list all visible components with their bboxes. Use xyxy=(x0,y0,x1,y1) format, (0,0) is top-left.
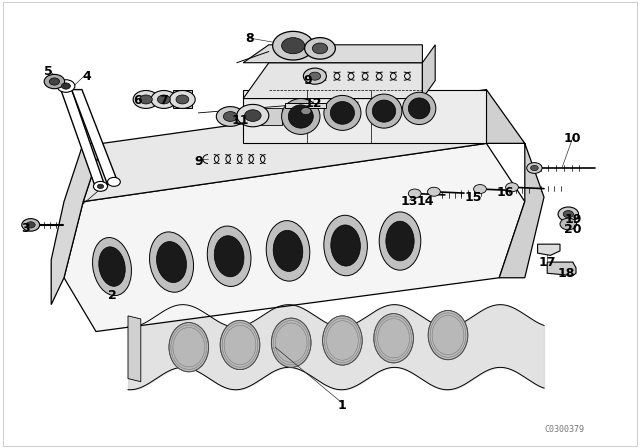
Circle shape xyxy=(560,218,577,230)
Ellipse shape xyxy=(214,236,244,277)
Ellipse shape xyxy=(169,323,209,372)
Ellipse shape xyxy=(150,232,193,292)
Text: 5: 5 xyxy=(44,65,52,78)
Circle shape xyxy=(558,207,579,221)
Text: 17: 17 xyxy=(538,255,556,269)
Ellipse shape xyxy=(220,320,260,370)
Circle shape xyxy=(244,110,261,121)
Circle shape xyxy=(216,107,244,126)
Circle shape xyxy=(133,90,159,108)
Ellipse shape xyxy=(428,310,468,360)
Circle shape xyxy=(26,222,35,228)
Circle shape xyxy=(108,177,120,186)
Text: 6: 6 xyxy=(133,94,142,108)
Circle shape xyxy=(282,38,305,54)
Ellipse shape xyxy=(386,221,414,261)
Text: 11: 11 xyxy=(231,114,249,128)
Circle shape xyxy=(527,163,542,173)
Text: 15: 15 xyxy=(465,190,483,204)
Circle shape xyxy=(97,184,104,189)
Circle shape xyxy=(312,43,328,54)
Text: 19: 19 xyxy=(564,213,582,226)
Polygon shape xyxy=(243,63,422,99)
Polygon shape xyxy=(547,262,576,276)
Text: 18: 18 xyxy=(557,267,575,280)
Polygon shape xyxy=(83,90,486,202)
Ellipse shape xyxy=(324,215,367,276)
Text: 2: 2 xyxy=(108,289,116,302)
Circle shape xyxy=(303,68,326,84)
Ellipse shape xyxy=(331,225,360,266)
Text: 9: 9 xyxy=(303,74,312,87)
Text: 7: 7 xyxy=(159,94,168,108)
Polygon shape xyxy=(243,45,422,63)
Polygon shape xyxy=(61,90,106,189)
Polygon shape xyxy=(486,90,544,278)
Circle shape xyxy=(151,90,177,108)
Circle shape xyxy=(176,95,189,104)
Ellipse shape xyxy=(288,105,314,128)
Text: 20: 20 xyxy=(564,223,582,236)
Circle shape xyxy=(506,183,518,192)
Text: 3: 3 xyxy=(21,222,30,235)
Circle shape xyxy=(140,95,152,104)
Ellipse shape xyxy=(266,221,310,281)
Text: 12: 12 xyxy=(305,96,323,110)
Ellipse shape xyxy=(323,316,362,365)
Circle shape xyxy=(237,104,269,127)
Circle shape xyxy=(49,78,60,85)
Polygon shape xyxy=(285,103,326,108)
Polygon shape xyxy=(173,90,192,108)
Polygon shape xyxy=(128,316,141,382)
Polygon shape xyxy=(72,90,118,185)
Circle shape xyxy=(305,38,335,59)
Polygon shape xyxy=(538,244,560,255)
Polygon shape xyxy=(64,143,525,332)
Ellipse shape xyxy=(403,92,436,125)
Text: 8: 8 xyxy=(245,31,254,45)
Circle shape xyxy=(44,74,65,89)
Ellipse shape xyxy=(366,94,402,128)
Circle shape xyxy=(22,219,40,231)
Ellipse shape xyxy=(282,99,320,134)
Text: 13: 13 xyxy=(401,195,419,208)
Circle shape xyxy=(157,95,170,104)
Text: C0300379: C0300379 xyxy=(545,425,584,434)
Circle shape xyxy=(428,187,440,196)
Text: 4: 4 xyxy=(82,69,91,83)
Ellipse shape xyxy=(330,102,355,124)
Circle shape xyxy=(563,211,573,218)
Circle shape xyxy=(474,185,486,194)
Ellipse shape xyxy=(372,100,396,122)
Circle shape xyxy=(61,83,70,89)
Text: 1: 1 xyxy=(338,399,347,412)
Ellipse shape xyxy=(379,212,421,270)
Circle shape xyxy=(301,108,311,115)
Circle shape xyxy=(170,90,195,108)
Text: 10: 10 xyxy=(564,132,582,146)
Circle shape xyxy=(309,72,321,80)
Ellipse shape xyxy=(324,95,361,130)
Ellipse shape xyxy=(93,237,131,296)
Polygon shape xyxy=(422,45,435,99)
Text: 9: 9 xyxy=(194,155,203,168)
Ellipse shape xyxy=(271,318,311,367)
Circle shape xyxy=(408,189,421,198)
Polygon shape xyxy=(256,108,282,125)
Polygon shape xyxy=(51,143,102,305)
Polygon shape xyxy=(243,90,486,143)
Ellipse shape xyxy=(374,314,413,363)
Circle shape xyxy=(531,165,538,171)
Circle shape xyxy=(223,112,237,121)
Ellipse shape xyxy=(207,226,251,286)
Circle shape xyxy=(273,31,314,60)
Ellipse shape xyxy=(157,241,186,283)
Circle shape xyxy=(93,181,108,191)
Text: 14: 14 xyxy=(417,195,435,208)
Ellipse shape xyxy=(99,247,125,286)
Ellipse shape xyxy=(273,230,303,271)
Circle shape xyxy=(57,80,75,92)
Ellipse shape xyxy=(408,98,430,119)
Text: 16: 16 xyxy=(497,186,515,199)
